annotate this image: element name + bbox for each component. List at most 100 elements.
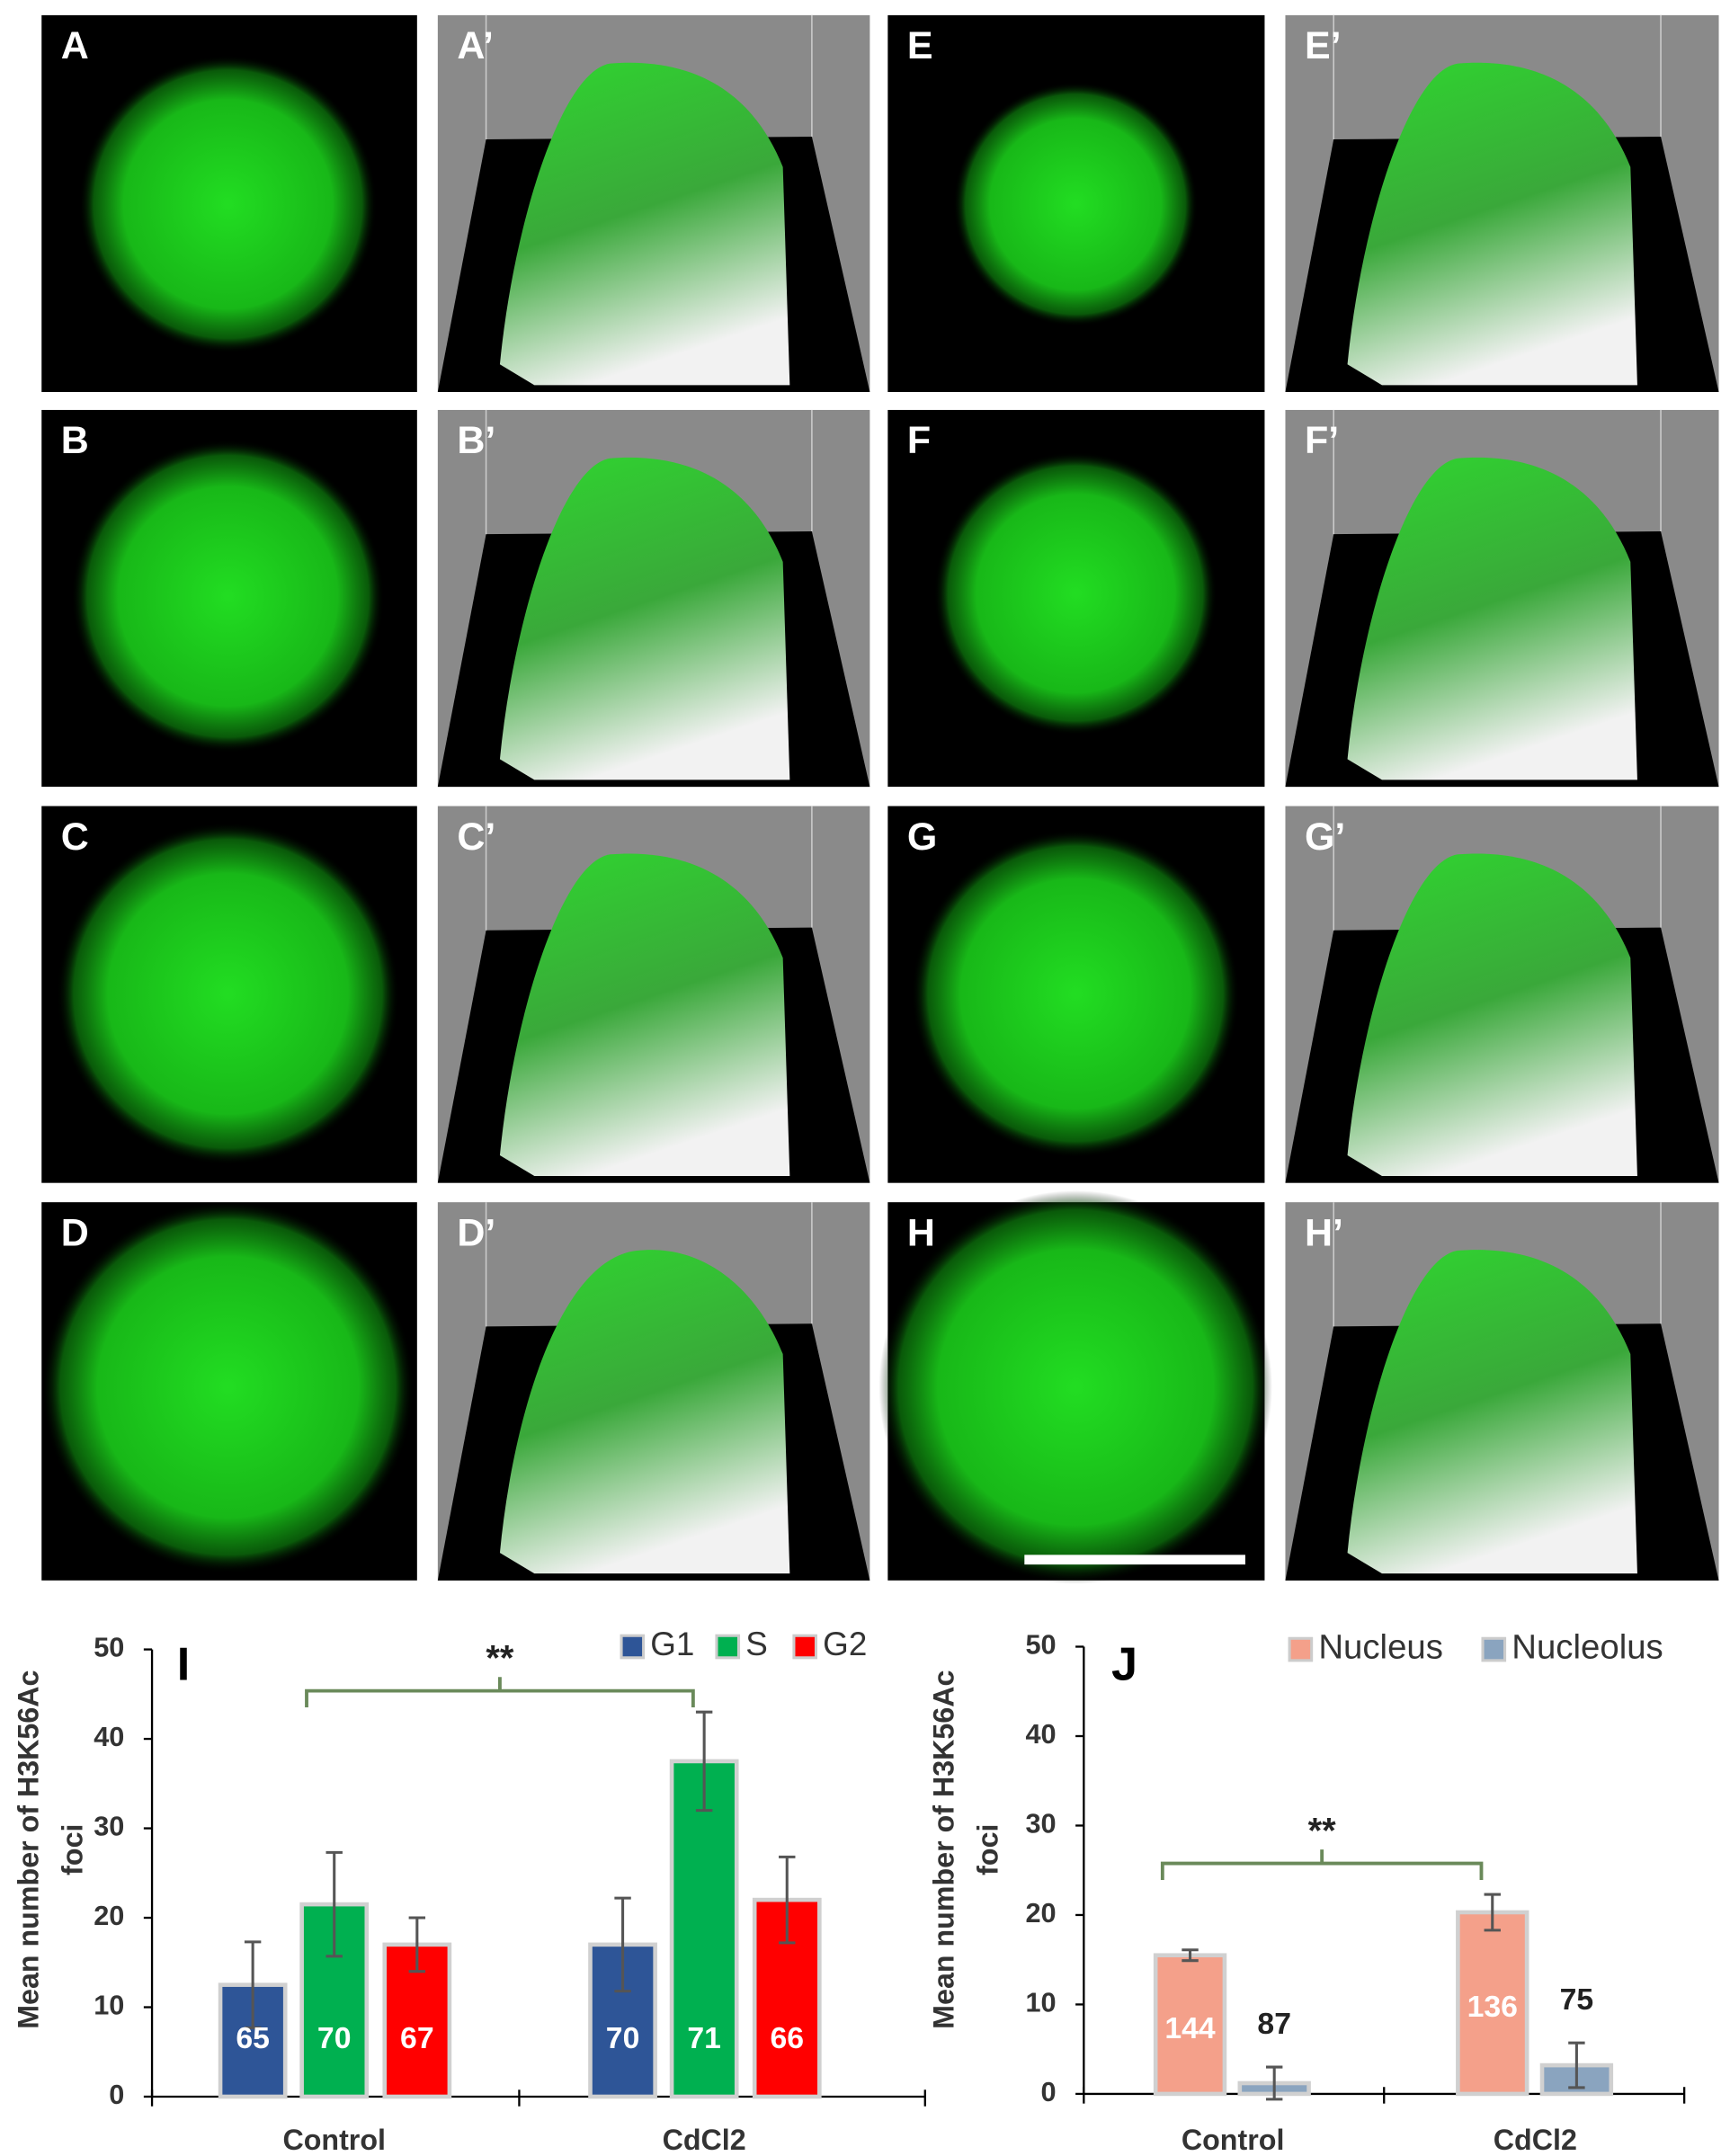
y-axis-label: foci [971, 1824, 1003, 1875]
x-tick-label: CdCl2 [663, 2124, 746, 2156]
y-tick-label: 40 [1025, 1718, 1056, 1750]
panel-label: B [61, 419, 89, 462]
legend-swatch [792, 1634, 818, 1660]
legend-label: G2 [823, 1626, 867, 1662]
image-panel: H’ [1285, 1202, 1719, 1581]
image-panel: F’ [1285, 409, 1719, 788]
y-tick-label: 10 [1025, 1987, 1056, 2018]
error-bar [614, 1896, 631, 1993]
bar [588, 1942, 657, 2099]
panel-letter: I [177, 1638, 190, 1690]
intensity-surface [499, 62, 790, 386]
legend-swatch [620, 1634, 646, 1660]
panel-label: A [61, 24, 89, 67]
panel-label: B’ [457, 419, 495, 462]
intensity-surface [1347, 457, 1637, 780]
significance-label: ** [486, 1638, 514, 1678]
panel-label: G [907, 815, 937, 859]
legend-swatch [1288, 1636, 1314, 1662]
error-bar [244, 1940, 262, 2029]
legend-swatch [715, 1634, 741, 1660]
y-tick-label: 20 [94, 1900, 124, 1931]
panel-label: C [61, 815, 89, 859]
panel-label: H’ [1305, 1211, 1343, 1254]
x-tick-label: Control [282, 2124, 386, 2156]
x-tick-label: Control [1182, 2124, 1285, 2156]
y-tick-label: 50 [94, 1632, 124, 1663]
nucleus [933, 451, 1217, 735]
nucleus [71, 440, 385, 753]
sample-count: 144 [1164, 2011, 1216, 2045]
image-panel: E [887, 14, 1265, 392]
legend-label: S [745, 1626, 768, 1662]
intensity-surface [1347, 62, 1637, 386]
image-panel: B [41, 409, 417, 788]
intensity-surface [1347, 853, 1637, 1176]
error-bar [1265, 2065, 1283, 2101]
error-bar [1484, 1893, 1501, 1932]
intensity-surface [1347, 1250, 1637, 1574]
panel-label: G’ [1305, 815, 1345, 859]
sample-count: 70 [317, 2021, 352, 2055]
nucleus [41, 1200, 415, 1574]
panel-label: D’ [457, 1211, 495, 1254]
significance-bracket [1160, 1849, 1484, 1880]
panel-label: E’ [1305, 24, 1342, 67]
image-panel: C [41, 806, 417, 1183]
y-tick-label: 30 [94, 1811, 124, 1842]
image-panel: D’ [437, 1202, 870, 1581]
error-bar [325, 1850, 343, 1958]
image-panel: C’ [437, 806, 870, 1183]
image-panel: H [878, 1190, 1272, 1584]
panel-label: F [907, 419, 931, 462]
y-tick-label: 0 [1041, 2076, 1057, 2107]
error-bar [695, 1710, 713, 1813]
image-panel: G [887, 806, 1265, 1183]
y-tick-label: 20 [1025, 1897, 1056, 1929]
panel-letter: J [1111, 1638, 1137, 1690]
y-tick-label: 30 [1025, 1808, 1056, 1840]
nucleus [78, 55, 378, 354]
image-panel: D [41, 1200, 417, 1581]
y-axis-label: Mean number of H3K56Ac [927, 1670, 959, 2029]
image-panel: A [41, 14, 417, 392]
error-bar [1182, 1948, 1199, 1963]
error-bar [408, 1916, 426, 1973]
panel-label: C’ [457, 815, 495, 859]
sample-count: 66 [770, 2021, 804, 2055]
x-tick-label: CdCl2 [1494, 2124, 1577, 2156]
legend-label: Nucleolus [1512, 1628, 1663, 1667]
panel-label: A’ [457, 24, 494, 67]
nucleus [953, 82, 1199, 327]
y-axis-label: foci [57, 1824, 89, 1875]
panel-label: H [907, 1211, 935, 1254]
y-tick-label: 10 [94, 1990, 124, 2021]
nucleus [56, 822, 400, 1166]
bar [1456, 1910, 1529, 2097]
legend-label: G1 [650, 1626, 694, 1662]
significance-label: ** [1308, 1811, 1337, 1850]
image-panel: E’ [1285, 14, 1719, 393]
y-tick-label: 40 [94, 1721, 124, 1752]
image-panel: B’ [437, 409, 870, 788]
panel-label: F’ [1305, 419, 1339, 462]
image-panel: F [887, 409, 1265, 788]
intensity-surface [499, 457, 790, 780]
error-bar [779, 1855, 796, 1945]
significance-bracket [305, 1677, 695, 1708]
y-tick-label: 50 [1025, 1629, 1056, 1661]
image-panel: G’ [1285, 806, 1719, 1183]
panel-label: E [907, 24, 933, 67]
y-tick-label: 0 [109, 2079, 124, 2110]
sample-count: 65 [236, 2021, 270, 2055]
intensity-surface [499, 853, 790, 1176]
error-bar [1568, 2041, 1585, 2089]
sample-count: 75 [1560, 1982, 1594, 2017]
sample-count: 87 [1257, 2007, 1291, 2041]
nucleus [911, 829, 1240, 1158]
y-axis-label: Mean number of H3K56Ac [12, 1670, 44, 2029]
nucleus [878, 1190, 1272, 1584]
panel-label: D [61, 1211, 89, 1254]
image-panel: A’ [437, 14, 870, 393]
